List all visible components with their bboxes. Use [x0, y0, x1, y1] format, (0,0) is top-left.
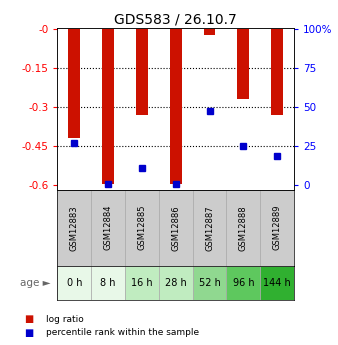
Title: GDS583 / 26.10.7: GDS583 / 26.10.7	[114, 12, 237, 27]
Text: 0 h: 0 h	[67, 278, 82, 288]
Text: GSM12887: GSM12887	[205, 205, 214, 250]
Bar	[170, 29, 182, 184]
Text: 52 h: 52 h	[199, 278, 220, 288]
Bar	[125, 190, 159, 266]
Bar	[57, 190, 91, 266]
Text: GSM12888: GSM12888	[239, 205, 248, 250]
Text: 16 h: 16 h	[131, 278, 153, 288]
Text: GSM12883: GSM12883	[70, 205, 79, 250]
Bar	[91, 266, 125, 300]
Bar	[102, 29, 114, 184]
Bar	[226, 266, 260, 300]
Text: GSM12885: GSM12885	[138, 205, 146, 250]
Text: 8 h: 8 h	[100, 278, 116, 288]
Bar	[91, 190, 125, 266]
Text: GSM12889: GSM12889	[273, 205, 282, 250]
Text: GSM12886: GSM12886	[171, 205, 180, 250]
Bar	[159, 190, 193, 266]
Bar	[260, 190, 294, 266]
Text: 96 h: 96 h	[233, 278, 254, 288]
Text: percentile rank within the sample: percentile rank within the sample	[46, 328, 199, 337]
Bar	[237, 29, 249, 99]
Text: 28 h: 28 h	[165, 278, 187, 288]
Bar	[271, 29, 283, 115]
Text: age ►: age ►	[20, 278, 51, 288]
Text: 144 h: 144 h	[263, 278, 291, 288]
Bar	[193, 190, 226, 266]
Text: log ratio: log ratio	[46, 315, 83, 324]
Bar	[193, 266, 226, 300]
Bar	[68, 29, 80, 138]
Bar	[260, 266, 294, 300]
Bar	[57, 266, 91, 300]
Text: GSM12884: GSM12884	[104, 205, 113, 250]
Bar	[125, 266, 159, 300]
Text: ■: ■	[24, 314, 33, 324]
Bar	[136, 29, 148, 115]
Bar	[203, 29, 215, 34]
Bar	[226, 190, 260, 266]
Text: ■: ■	[24, 328, 33, 338]
Bar	[159, 266, 193, 300]
